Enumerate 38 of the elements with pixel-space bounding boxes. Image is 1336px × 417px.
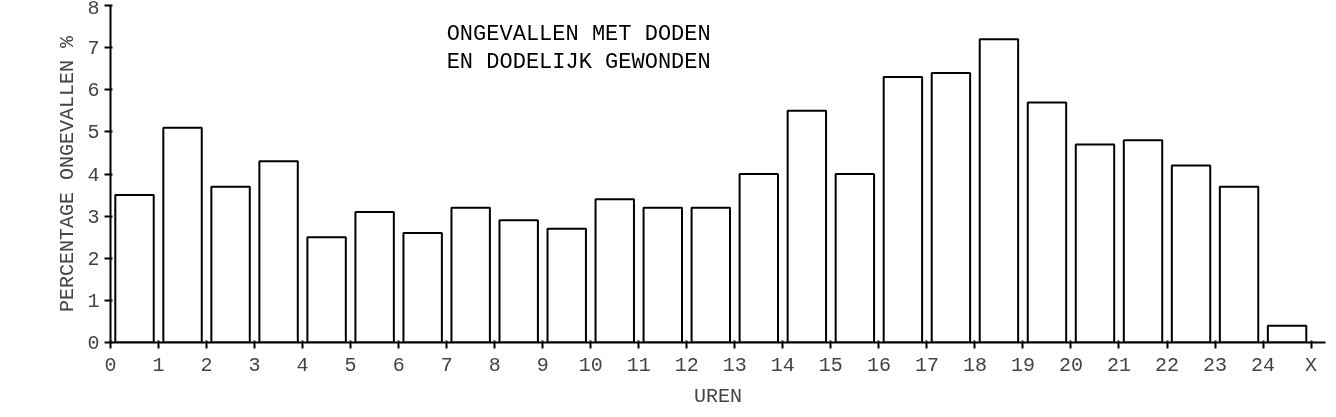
x-tick-label: 14 <box>770 353 795 377</box>
y-tick-label: 8 <box>87 0 100 20</box>
x-tick-label: 1 <box>152 353 165 377</box>
y-tick-label: 3 <box>87 205 100 229</box>
x-tick-label: 20 <box>1058 353 1083 377</box>
x-tick-label: 7 <box>440 353 453 377</box>
x-tick-label: 22 <box>1155 353 1180 377</box>
x-tick-label: 0 <box>104 353 117 377</box>
y-axis-title: PERCENTAGE ONGEVALLEN % <box>56 34 80 313</box>
y-tick-label: 5 <box>87 121 100 145</box>
x-tick-label: 5 <box>344 353 357 377</box>
x-tick-label: 18 <box>962 353 987 377</box>
x-tick-label: 24 <box>1251 353 1276 377</box>
x-tick-label: 2 <box>200 353 213 377</box>
text: ONGEVALLEN MET DODEN EN DODELIJK GEWONDEN <box>446 22 711 75</box>
y-tick-label: 4 <box>87 163 100 187</box>
x-tick-label: 3 <box>248 353 261 377</box>
x-tick-label: 4 <box>296 353 309 377</box>
y-tick-label: 1 <box>87 289 100 313</box>
x-tick-label: 21 <box>1107 353 1132 377</box>
x-tick-label: 16 <box>866 353 891 377</box>
x-tick-label: 13 <box>722 353 747 377</box>
x-tick-label: 8 <box>488 353 501 377</box>
x-tick-label: 19 <box>1010 353 1035 377</box>
x-axis-title: UREN <box>694 384 743 408</box>
x-tick-label: 23 <box>1203 353 1228 377</box>
y-tick-label: 2 <box>87 247 100 271</box>
x-tick-label: 11 <box>626 353 651 377</box>
x-tick-label: 10 <box>578 353 603 377</box>
x-tick-label: X <box>1305 353 1318 377</box>
x-tick-label: 6 <box>392 353 405 377</box>
x-tick-label: 9 <box>536 353 549 377</box>
x-tick-label: 17 <box>914 353 939 377</box>
y-tick-label: 7 <box>87 37 100 61</box>
y-tick-label: 0 <box>87 332 100 355</box>
x-tick-label: 12 <box>674 353 699 377</box>
y-tick-label: 6 <box>87 79 100 103</box>
x-tick-label: 15 <box>818 353 843 377</box>
